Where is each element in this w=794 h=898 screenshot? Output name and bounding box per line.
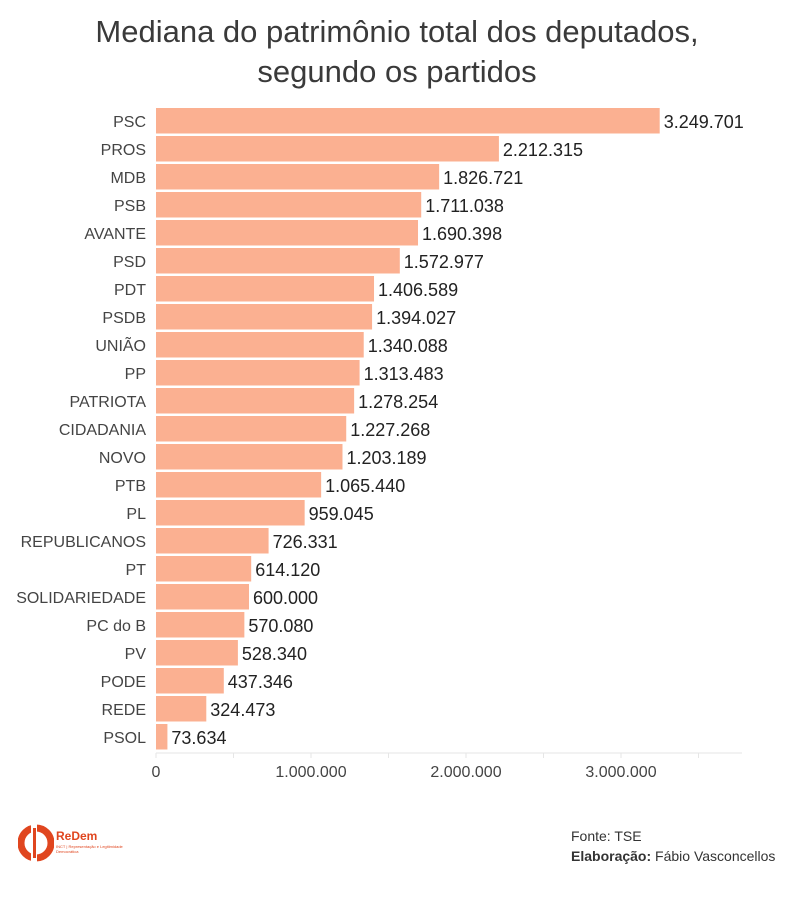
category-label: PV [125, 646, 147, 663]
category-label: PSOL [103, 730, 146, 747]
source-label: Fonte: [571, 828, 611, 844]
logo-name: ReDem [56, 829, 98, 843]
value-label: 959.045 [309, 504, 374, 524]
value-label: 1.394.027 [376, 308, 456, 328]
value-label: 1.313.483 [364, 364, 444, 384]
bar [156, 612, 245, 638]
x-tick-label: 0 [152, 764, 161, 781]
category-label: CIDADANIA [59, 422, 146, 439]
source-value: TSE [614, 828, 642, 844]
chart-title-line-1: Mediana do patrimônio total dos deputado… [95, 14, 699, 49]
bar-chart: PSC 3.249.701 PROS 2.212.315 MDB 1.826.721 PSB… [16, 108, 744, 781]
category-label: PTB [115, 478, 146, 495]
bar [156, 332, 364, 358]
value-label: 1.065.440 [325, 476, 405, 496]
category-label: PL [126, 506, 146, 523]
chart-footer: Fonte: TSE Elaboração: Fábio Vasconcello… [571, 826, 775, 866]
logo-subtitle: INCT | Representação e Legitimidade Demo… [56, 844, 123, 854]
value-label: 1.711.038 [425, 196, 504, 216]
x-tick-label: 3.000.000 [585, 764, 656, 781]
value-label: 73.634 [171, 728, 226, 748]
redem-logo-icon [17, 824, 55, 862]
value-label: 1.203.189 [346, 448, 426, 468]
x-tick-label: 1.000.000 [275, 764, 346, 781]
value-label: 1.826.721 [443, 168, 523, 188]
value-label: 570.080 [248, 616, 313, 636]
value-label: 1.278.254 [358, 392, 438, 412]
value-label: 1.406.589 [378, 280, 458, 300]
category-label: SOLIDARIEDADE [16, 590, 146, 607]
category-label: UNIÃO [95, 335, 146, 355]
chart-title: Mediana do patrimônio total dos deputado… [0, 12, 794, 92]
bar [156, 276, 375, 302]
category-label: PP [125, 366, 146, 383]
source-line: Fonte: TSE [571, 826, 775, 846]
author-value: Fábio Vasconcellos [655, 848, 776, 864]
bar [156, 192, 422, 218]
bar [156, 444, 343, 470]
category-label: PROS [101, 142, 146, 159]
bar [156, 472, 322, 498]
bar [156, 640, 238, 666]
value-label: 2.212.315 [503, 140, 583, 160]
bar [156, 416, 347, 442]
bar [156, 528, 269, 554]
category-label: REDE [102, 702, 146, 719]
value-label: 1.227.268 [350, 420, 430, 440]
bar [156, 108, 660, 134]
chart-title-line-2: segundo os partidos [257, 54, 537, 89]
bar [156, 556, 252, 582]
author-line: Elaboração: Fábio Vasconcellos [571, 846, 775, 866]
author-label: Elaboração: [571, 848, 652, 864]
value-label: 1.572.977 [404, 252, 484, 272]
value-label: 600.000 [253, 588, 318, 608]
redem-logo: ReDem INCT | Representação e Legitimidad… [17, 820, 128, 866]
category-label: PSDB [102, 310, 146, 327]
bar [156, 360, 360, 386]
bar [156, 388, 355, 414]
bar [156, 696, 207, 722]
value-label: 614.120 [255, 560, 320, 580]
bar [156, 724, 168, 750]
value-label: 324.473 [210, 700, 275, 720]
category-label: PSD [113, 254, 146, 271]
category-label: PDT [114, 282, 146, 299]
bar [156, 304, 373, 330]
bar [156, 500, 305, 526]
category-label: PT [126, 562, 147, 579]
x-tick-label: 2.000.000 [430, 764, 501, 781]
bar [156, 668, 224, 694]
bar [156, 248, 400, 274]
category-label: PSC [113, 114, 146, 131]
value-label: 1.690.398 [422, 224, 502, 244]
category-label: PC do B [86, 618, 146, 635]
category-label: AVANTE [84, 226, 146, 243]
value-label: 726.331 [273, 532, 338, 552]
bar [156, 584, 249, 610]
value-label: 528.340 [242, 644, 307, 664]
value-label: 3.249.701 [664, 112, 744, 132]
bar [156, 220, 419, 246]
category-label: PSB [114, 198, 146, 215]
value-label: 1.340.088 [368, 336, 448, 356]
category-label: NOVO [99, 450, 146, 467]
category-label: MDB [110, 170, 146, 187]
bar [156, 164, 440, 190]
bar [156, 136, 499, 162]
value-label: 437.346 [228, 672, 293, 692]
category-label: PATRIOTA [70, 394, 147, 411]
category-label: REPUBLICANOS [21, 534, 146, 551]
category-label: PODE [101, 674, 146, 691]
